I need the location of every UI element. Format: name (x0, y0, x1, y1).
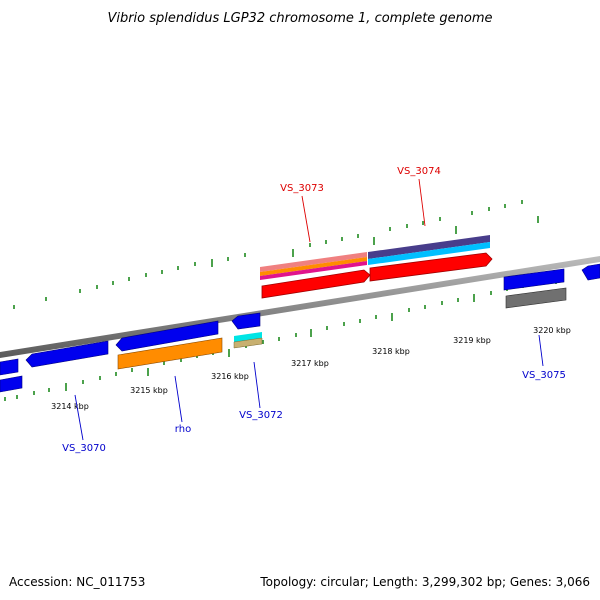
chromosome-backbone (0, 256, 600, 358)
gene-label-rho[interactable]: rho (175, 424, 191, 435)
gene-left-edge[interactable] (0, 358, 23, 393)
position-label-3218: 3218 kbp (372, 347, 410, 356)
map-title: Vibrio splendidus LGP32 chromosome 1, co… (107, 11, 492, 26)
position-label-3220: 3220 kbp (533, 326, 571, 335)
genome-summary-text: Topology: circular; Length: 3,299,302 bp… (259, 575, 590, 589)
outer-tick-marks (13, 200, 539, 309)
top-leader-lines (301, 178, 426, 243)
gene-vs3072-block[interactable] (231, 312, 263, 349)
gene-vs3075-block[interactable] (503, 263, 600, 309)
gene-label-vs3075[interactable]: VS_3075 (522, 370, 566, 381)
gene-vs3074-block[interactable] (368, 235, 493, 282)
gene-label-vs3073[interactable]: VS_3073 (280, 183, 324, 194)
position-label-3216: 3216 kbp (211, 372, 249, 381)
bottom-leader-lines (74, 334, 544, 441)
gene-label-vs3072[interactable]: VS_3072 (239, 410, 283, 421)
accession-text: Accession: NC_011753 (9, 575, 145, 589)
gene-rho-arrow[interactable] (115, 320, 223, 370)
position-label-3214: 3214 kbp (51, 402, 89, 411)
position-label-3217: 3217 kbp (291, 359, 329, 368)
gene-label-vs3074[interactable]: VS_3074 (397, 166, 441, 177)
gene-vs3073-block[interactable] (260, 252, 371, 299)
position-label-3219: 3219 kbp (453, 336, 491, 345)
gene-vs3070-arrow[interactable] (25, 340, 109, 368)
position-label-3215: 3215 kbp (130, 386, 168, 395)
gene-label-vs3070[interactable]: VS_3070 (62, 443, 106, 454)
